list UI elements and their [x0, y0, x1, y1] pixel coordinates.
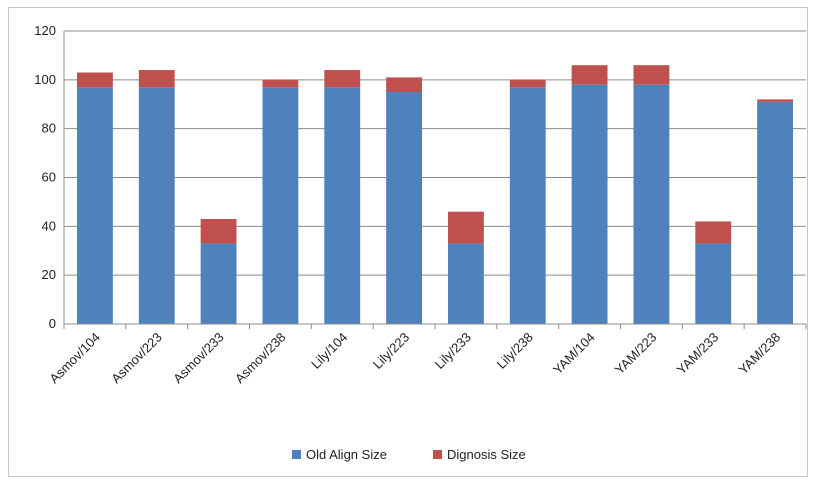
legend-swatch — [292, 450, 301, 459]
x-category-label: YAM/104 — [550, 330, 598, 378]
x-category-label: YAM/223 — [612, 330, 660, 378]
bar-segment — [509, 79, 546, 88]
legend-label: Dignosis Size — [447, 447, 526, 462]
bar-segment — [757, 101, 794, 324]
y-tick-label: 80 — [42, 121, 56, 136]
x-category-labels: Asmov/104 Asmov/223 Asmov/233 Asmov/238 Lily… — [46, 330, 783, 387]
y-tick-label: 40 — [42, 218, 56, 233]
x-category-label: Lily/233 — [432, 330, 474, 372]
bar-segment — [138, 87, 175, 325]
y-tick-label: 120 — [34, 23, 56, 38]
bar-segment — [200, 243, 237, 324]
x-category-label: Lily/238 — [494, 330, 536, 372]
x-category-label: Asmov/238 — [232, 330, 289, 387]
bar-segment — [695, 221, 732, 244]
bar-segment — [138, 70, 175, 88]
bar-segment — [386, 92, 423, 325]
x-category-label: Lily/223 — [370, 330, 412, 372]
bar-segment — [200, 219, 237, 244]
bar-segment — [571, 84, 608, 324]
x-category-label: Asmov/223 — [108, 330, 165, 387]
y-tick-labels: 0 20 40 60 80 100 120 — [34, 23, 56, 331]
legend-label: Old Align Size — [306, 447, 387, 462]
bar-segment — [386, 77, 423, 93]
bar-segment — [695, 243, 732, 324]
bar-segment — [633, 65, 670, 85]
bar-segment — [262, 79, 299, 88]
gridlines — [64, 30, 806, 276]
legend-swatch — [433, 450, 442, 459]
x-category-label: Asmov/233 — [170, 330, 227, 387]
bar-segment — [262, 87, 299, 325]
bar-segment — [324, 70, 361, 88]
legend: Old Align Size Dignosis Size — [292, 447, 526, 462]
bars — [76, 65, 794, 325]
axes — [63, 31, 807, 329]
bar-segment — [447, 211, 484, 244]
x-category-label: YAM/233 — [674, 330, 722, 378]
bar-segment — [571, 65, 608, 85]
y-tick-label: 20 — [42, 267, 56, 282]
bar-segment — [447, 243, 484, 324]
x-category-label: Lily/104 — [308, 330, 350, 372]
y-tick-label: 60 — [42, 170, 56, 185]
y-tick-label: 0 — [49, 316, 56, 331]
bar-segment — [757, 99, 794, 102]
bar-segment — [633, 84, 670, 324]
bar-segment — [324, 87, 361, 325]
x-category-label: Asmov/104 — [46, 330, 103, 387]
x-category-label: YAM/238 — [735, 330, 783, 378]
bar-segment — [76, 87, 113, 325]
bar-segment — [76, 72, 113, 88]
bar-segment — [509, 87, 546, 325]
y-tick-label: 100 — [34, 72, 56, 87]
